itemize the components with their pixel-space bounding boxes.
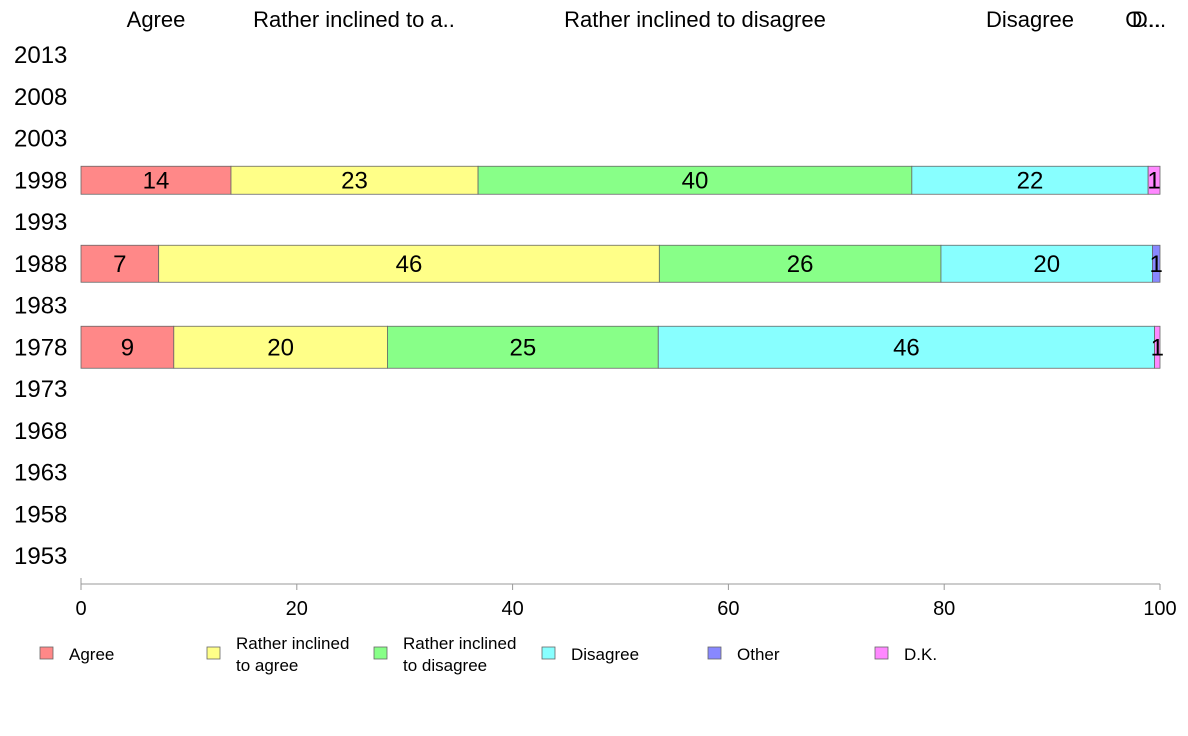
legend-swatch-other <box>707 646 722 660</box>
x-tick-label-80: 80 <box>933 598 955 620</box>
legend-label-rather-inclined-to-agree-line-0: Rather inclined <box>236 634 349 653</box>
bar-1978-rather-inclined-to-agree <box>173 325 388 369</box>
bar-1998-rather-inclined-to-agree <box>230 165 479 195</box>
legend-swatch-d-k <box>874 646 889 660</box>
data-label-1978-d-k: 1 <box>1151 334 1164 361</box>
legend-label-rather-inclined-to-disagree-line-0: Rather inclined <box>403 634 516 653</box>
bar-1998-disagree <box>911 165 1149 195</box>
x-tick-label-40: 40 <box>501 598 523 620</box>
y-label-1963: 1963 <box>14 460 67 487</box>
y-label-1953: 1953 <box>14 543 67 570</box>
bars: 14 23 40 22 1 7 46 26 20 1 9 20 25 46 1 <box>80 165 1164 369</box>
y-label-1988: 1988 <box>14 251 67 278</box>
y-label-2003: 2003 <box>14 126 67 153</box>
bar-1998-rather-inclined-to-disagree <box>477 165 913 195</box>
legend: Agree Rather inclined to agree Rather incli… <box>39 634 937 675</box>
data-label-1988-rather-inclined-to-agree: 46 <box>396 251 423 278</box>
bar-1978-disagree <box>657 325 1156 369</box>
bar-1978-agree <box>80 325 175 369</box>
data-label-1998-d-k: 1 <box>1147 167 1160 194</box>
legend-label-rather-inclined-to-disagree-line-1: to disagree <box>403 656 487 675</box>
bar-1988-agree <box>80 244 160 283</box>
data-label-1978-disagree: 46 <box>893 334 920 361</box>
legend-swatch-disagree <box>541 646 556 660</box>
x-tick-label-100: 100 <box>1143 598 1176 620</box>
data-label-1978-rather-inclined-to-agree: 20 <box>267 334 294 361</box>
data-label-1998-rather-inclined-to-agree: 23 <box>341 167 368 194</box>
x-tick-label-0: 0 <box>75 598 86 620</box>
bar-1988-other <box>1152 244 1161 283</box>
data-label-1988-rather-inclined-to-disagree: 26 <box>787 251 814 278</box>
legend-label-disagree: Disagree <box>571 645 639 664</box>
y-label-1973: 1973 <box>14 376 67 403</box>
bar-1998-d-k <box>1147 165 1161 195</box>
y-label-1983: 1983 <box>14 293 67 320</box>
top-label-0: Agree <box>127 7 186 32</box>
x-tick-label-20: 20 <box>286 598 308 620</box>
legend-swatch-agree <box>39 646 54 660</box>
bar-1998-agree <box>80 165 232 195</box>
bar-1988-rather-inclined-to-disagree <box>658 244 942 283</box>
y-label-1978: 1978 <box>14 334 67 361</box>
legend-swatch-rather-inclined-to-disagree <box>373 646 388 660</box>
bar-1988-rather-inclined-to-agree <box>158 244 660 283</box>
y-label-1968: 1968 <box>14 418 67 445</box>
legend-label-other: Other <box>737 645 780 664</box>
y-label-1998: 1998 <box>14 167 67 194</box>
data-label-1998-disagree: 22 <box>1017 167 1044 194</box>
bar-1978-d-k <box>1154 325 1161 369</box>
data-label-1998-rather-inclined-to-disagree: 40 <box>682 167 709 194</box>
y-axis-labels: 2013 2008 2003 1998 1993 1988 1983 1978 1973 1968… <box>14 42 67 570</box>
legend-label-agree: Agree <box>69 645 114 664</box>
y-label-1958: 1958 <box>14 501 67 528</box>
x-axis: 0 20 40 60 80 100 <box>75 578 1177 620</box>
data-label-1988-disagree: 20 <box>1033 251 1060 278</box>
legend-label-d-k: D.K. <box>904 645 937 664</box>
data-label-1998-agree: 14 <box>143 167 170 194</box>
y-label-2008: 2008 <box>14 84 67 111</box>
legend-swatch-rather-inclined-to-agree <box>206 646 221 660</box>
data-label-1988-agree: 7 <box>113 251 126 278</box>
x-tick-label-60: 60 <box>717 598 739 620</box>
top-category-labels: Agree Rather inclined to a.. Rather inclin… <box>127 7 1166 32</box>
top-label-4: O... <box>1125 7 1160 32</box>
top-label-1: Rather inclined to a.. <box>253 7 455 32</box>
y-label-1993: 1993 <box>14 209 67 236</box>
bar-1978-rather-inclined-to-disagree <box>387 325 659 369</box>
y-label-2013: 2013 <box>14 42 67 69</box>
top-label-2: Rather inclined to disagree <box>564 7 826 32</box>
legend-label-rather-inclined-to-agree-line-1: to agree <box>236 656 298 675</box>
top-label-5: D... <box>1132 7 1166 32</box>
top-label-3: Disagree <box>986 7 1074 32</box>
data-label-1978-rather-inclined-to-disagree: 25 <box>509 334 536 361</box>
data-label-1988-other: 1 <box>1150 251 1163 278</box>
bar-1988-disagree <box>940 244 1153 283</box>
data-label-1978-agree: 9 <box>121 334 134 361</box>
